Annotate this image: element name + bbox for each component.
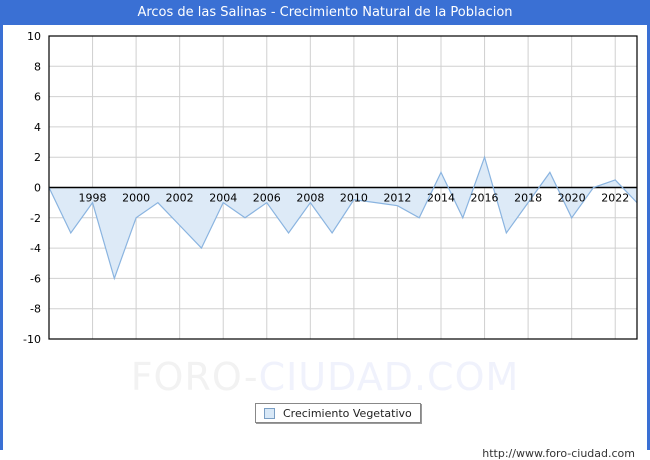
x-axis-tick-label: 1998 (79, 192, 107, 205)
x-axis-tick-label: 2004 (209, 192, 237, 205)
source-url[interactable]: http://www.foro-ciudad.com (482, 447, 635, 460)
x-axis-tick-label: 2016 (471, 192, 499, 205)
y-axis-tick-label: 10 (27, 30, 41, 43)
y-axis-tick-label: 0 (34, 182, 41, 195)
y-axis-tick-label: -6 (30, 272, 41, 285)
x-axis-tick-label: 2018 (514, 192, 542, 205)
x-axis-tick-label: 2010 (340, 192, 368, 205)
x-axis-tick-label: 2014 (427, 192, 455, 205)
y-axis-tick-label: -8 (30, 303, 41, 316)
page-title: Arcos de las Salinas - Crecimiento Natur… (0, 0, 650, 25)
y-axis-tick-label: 8 (34, 60, 41, 73)
y-axis-tick-label: -10 (23, 333, 41, 346)
y-axis-tick-label: 2 (34, 151, 41, 164)
x-axis-tick-label: 2022 (601, 192, 629, 205)
legend-swatch-icon (264, 407, 275, 419)
x-axis-tick-label: 2020 (558, 192, 586, 205)
chart-svg: 10 8 6 4 2 0 -2 -4 -6 -8 -10 1998 2000 2002 2004 2006 20… (23, 30, 638, 346)
series-line (48, 155, 638, 281)
y-axis-tick-label: 6 (34, 91, 41, 104)
x-axis-tick-label: 2008 (296, 192, 324, 205)
x-axis-tick-label: 2002 (166, 192, 194, 205)
y-axis-tick-label: -4 (30, 242, 41, 255)
x-axis-tick-label: 2006 (253, 192, 281, 205)
plot-border (48, 35, 638, 340)
legend-item-label: Crecimiento Vegetativo (283, 406, 412, 420)
y-axis-tick-label: -2 (30, 212, 41, 225)
x-axis-tick-label: 2000 (122, 192, 150, 205)
y-axis-tick-label: 4 (34, 121, 41, 134)
plot-area: 10 8 6 4 2 0 -2 -4 -6 -8 -10 1998 2000 2002 2004 2006 20… (3, 25, 647, 460)
x-axis-tick-label: 2012 (383, 192, 411, 205)
chart-legend[interactable]: Crecimiento Vegetativo (255, 403, 421, 423)
